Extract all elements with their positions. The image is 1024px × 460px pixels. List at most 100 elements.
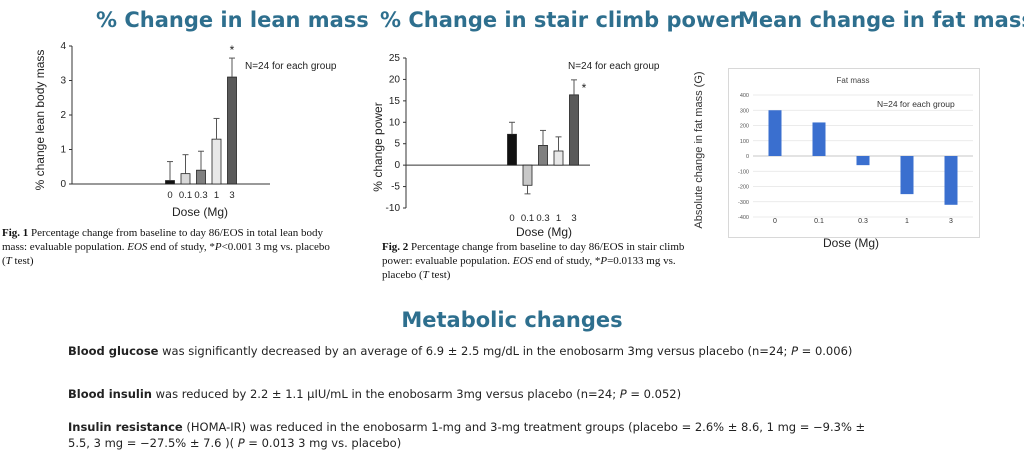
category-label: 0.3 (194, 190, 207, 201)
y-tick-label: 0 (60, 179, 66, 190)
y-tick-label: 0 (746, 154, 749, 160)
category-label: 0.3 (858, 218, 868, 225)
fig2-text-c: =0.0133 mg vs. placebo ( (382, 255, 676, 281)
bar (227, 76, 237, 185)
bar (507, 133, 517, 166)
annotation: N=24 for each group (568, 61, 660, 72)
annotation: N=24 for each group (245, 61, 337, 72)
fig2-label: Fig. 2 (382, 241, 409, 253)
significance-marker: * (582, 81, 587, 95)
category-label: 1 (905, 218, 909, 225)
fat-mass-ylabel-area: Absolute change in fat mass (G) (693, 71, 705, 228)
fig1-text-c: <0.001 3 mg vs. placebo ( (2, 241, 330, 267)
y-tick-label: 1 (60, 145, 66, 156)
resistance-tail: = 0.013 3 mg vs. placebo) (244, 436, 402, 450)
glucose-p: P (791, 344, 799, 358)
category-label: 0 (509, 213, 514, 224)
y-tick-label: -300 (738, 200, 749, 206)
y-tick-label: 15 (389, 96, 401, 107)
fig2-text-a: Percentage change from baseline to day 8… (382, 241, 685, 267)
insulin-resistance-paragraph: Insulin resistance (HOMA-IR) was reduced… (68, 419, 868, 451)
fig1-text-b: end of study, * (150, 241, 215, 253)
x-axis-label: Dose (Mg) (172, 205, 228, 219)
resistance-p: P (237, 436, 245, 450)
glucose-paragraph: Blood glucose was significantly decrease… (68, 343, 868, 359)
y-tick-label: 400 (740, 93, 749, 99)
category-label: 1 (556, 213, 561, 224)
y-axis-label: % change lean body mass (33, 50, 47, 191)
category-label: 0.1 (179, 190, 192, 201)
category-label: 0.3 (536, 213, 549, 224)
y-tick-label: -100 (738, 169, 749, 175)
fig2-text-b: end of study, * (535, 255, 601, 267)
y-axis-label: Absolute change in fat mass (G) (693, 71, 705, 228)
fig1-t: T (5, 255, 12, 267)
fig1-p: P (214, 241, 222, 253)
bar (553, 150, 564, 166)
y-tick-label: -200 (738, 185, 749, 191)
y-tick-label: 25 (389, 53, 401, 64)
significance-marker: * (230, 43, 235, 57)
bar (569, 94, 579, 166)
category-label: 0.1 (814, 218, 824, 225)
fig2-caption: Fig. 2 Percentage change from baseline t… (382, 240, 712, 282)
y-tick-label: 5 (394, 139, 400, 150)
resistance-text: (HOMA-IR) was reduced in the enobosarm 1… (68, 420, 866, 450)
bar (768, 110, 782, 156)
stair-power-heading: % Change in stair climb power (380, 8, 740, 32)
bar (944, 156, 958, 205)
fig2-p: P (600, 255, 608, 267)
y-tick-label: 20 (389, 74, 401, 85)
fat-mass-chart: Fat mass 400 300 200 100 0 -100 -200 -300 -400 0 0.… (738, 76, 973, 225)
y-axis-label: % change power (371, 102, 385, 191)
y-tick-label: 200 (740, 124, 749, 130)
y-tick-label: 3 (60, 76, 66, 87)
fig2-t: T (422, 269, 429, 281)
fat-mass-xlabel-area: Dose (Mg) (823, 236, 879, 250)
glucose-bold: Blood glucose (68, 344, 159, 358)
metabolic-title: Metabolic changes (401, 308, 623, 332)
category-label: 3 (571, 213, 576, 224)
lean-mass-heading: % Change in lean mass (96, 8, 369, 32)
x-axis-label: Dose (Mg) (823, 236, 879, 250)
bar (522, 164, 533, 186)
insulin-paragraph: Blood insulin was reduced by 2.2 ± 1.1 µ… (68, 386, 868, 402)
category-label: 0 (167, 190, 172, 201)
annotation: N=24 for each group (877, 99, 955, 109)
bar (900, 156, 914, 195)
insulin-tail: = 0.052) (626, 387, 682, 401)
y-tick-label: 2 (60, 110, 66, 121)
bar (180, 173, 191, 185)
chart-title: Fat mass (837, 76, 870, 85)
bar (538, 145, 548, 166)
bar (196, 169, 206, 185)
category-label: 0.1 (521, 213, 534, 224)
fig1-text-d: test) (14, 255, 34, 267)
category-label: 1 (214, 190, 219, 201)
fig1-label: Fig. 1 (2, 227, 29, 239)
resistance-bold: Insulin resistance (68, 420, 183, 434)
fig1-text-a: Percentage change from baseline to day 8… (2, 227, 324, 253)
y-tick-label: 0 (394, 160, 400, 171)
bar (165, 180, 175, 185)
glucose-tail: = 0.006) (798, 344, 853, 358)
fig1-eos: EOS (127, 241, 148, 253)
fat-mass-panel: Fat mass 400 300 200 100 0 -100 -200 -300 -400 0 0.… (728, 68, 980, 238)
bar (812, 122, 826, 156)
insulin-p: P (619, 387, 627, 401)
y-tick-label: -10 (386, 203, 401, 214)
category-label: 0 (773, 218, 777, 225)
category-label: 3 (229, 190, 234, 201)
insulin-text: was reduced by 2.2 ± 1.1 µIU/mL in the e… (151, 387, 620, 401)
y-tick-label: 300 (740, 108, 749, 114)
fig1-caption: Fig. 1 Percentage change from baseline t… (2, 226, 342, 268)
y-tick-label: -5 (391, 182, 400, 193)
y-tick-label: 10 (389, 117, 401, 128)
bar (211, 138, 222, 185)
bar (856, 156, 870, 166)
fat-mass-heading: Mean change in fat mass (738, 8, 1024, 32)
fig2-text-d: test) (431, 269, 451, 281)
y-tick-label: 4 (60, 41, 66, 52)
